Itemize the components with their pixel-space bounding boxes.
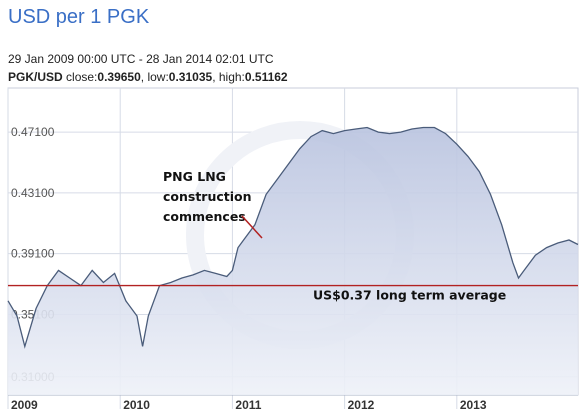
x-tick-label: 2012 bbox=[348, 398, 375, 412]
low-label: low: bbox=[147, 70, 169, 84]
x-tick-label: 2013 bbox=[460, 398, 487, 412]
low-value: 0.31035 bbox=[168, 70, 213, 84]
high-value: 0.51162 bbox=[244, 70, 288, 84]
chart-title: USD per 1 PGK bbox=[8, 6, 150, 28]
x-tick-label: 2009 bbox=[11, 398, 38, 412]
x-tick-label: 2010 bbox=[123, 398, 150, 412]
series-area bbox=[8, 127, 578, 395]
annotation-label: commences bbox=[163, 209, 246, 224]
annotation-label: PNG LNG bbox=[163, 169, 226, 184]
y-tick-label: 0.39100 bbox=[11, 247, 55, 261]
pair-label: PGK/USD bbox=[8, 70, 63, 84]
annotation-pointer bbox=[241, 215, 263, 239]
y-tick-label: 0.43100 bbox=[11, 186, 55, 200]
date-range: 29 Jan 2009 00:00 UTC - 28 Jan 2014 02:0… bbox=[8, 52, 274, 66]
average-label: US$0.37 long term average bbox=[313, 288, 506, 303]
close-label: close: bbox=[66, 70, 98, 84]
high-label: high: bbox=[218, 70, 245, 84]
series-line bbox=[7, 126, 579, 349]
y-tick-label: 0.47100 bbox=[11, 125, 55, 139]
stats-line: PGK/USD close:0.39650, low:0.31035, high… bbox=[8, 70, 288, 84]
close-value: 0.39650 bbox=[97, 70, 141, 84]
annotation-label: construction bbox=[163, 189, 252, 204]
x-tick-label: 2011 bbox=[235, 398, 261, 412]
